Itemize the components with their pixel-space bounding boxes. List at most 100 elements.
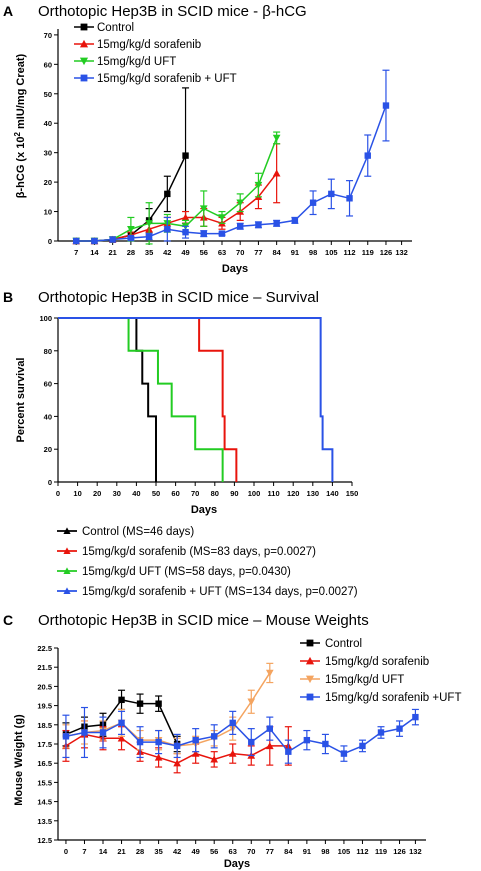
legend-label: Control — [325, 638, 362, 650]
panel-a-point — [272, 134, 281, 142]
panel-b-xlabel: Days — [191, 504, 217, 516]
panel-a-point — [200, 230, 207, 237]
panel-a-x-tick-label: 21 — [108, 248, 116, 257]
panel-c-point — [285, 748, 292, 755]
legend-marker — [80, 74, 88, 82]
panel-a-x-tick-label: 91 — [291, 248, 299, 257]
panel-c-point — [154, 753, 163, 761]
panel-a-point — [127, 226, 135, 234]
panel-c-point — [211, 733, 218, 740]
panel-label-a: A — [3, 3, 13, 19]
panel-c-x-tick-label: 49 — [191, 847, 199, 856]
panel-b-x-tick-label: 110 — [268, 489, 280, 498]
panel-a-series-line-3 — [76, 105, 387, 242]
panel-c-x-tick-label: 126 — [393, 847, 406, 856]
panel-a-point — [127, 234, 135, 242]
legend-marker — [305, 675, 315, 684]
panel-a-point — [291, 217, 299, 224]
panel-a-point — [273, 220, 280, 227]
panel-b-x-tick-label: 30 — [113, 489, 121, 498]
legend-marker — [79, 57, 89, 66]
panel-a-x-tick-label: 56 — [200, 248, 208, 257]
panel-a-y-tick-label: 20 — [44, 178, 52, 187]
panel-c-y-tick-label: 13.5 — [37, 817, 52, 826]
legend-label: 15mg/kg/d sorafenib + UFT (MS=134 days, … — [82, 586, 358, 598]
panel-a-x-tick-label: 14 — [90, 248, 99, 257]
panel-a-point — [346, 195, 353, 202]
panel-b-y-tick-label: 40 — [44, 412, 52, 421]
panel-a-legend: Control 15mg/kg/d sorafenib 15mg/kg/d UFT 1… — [74, 22, 237, 85]
panel-c-x-tick-label: 7 — [82, 847, 86, 856]
panel-b-ylabel: Percent survival — [15, 358, 27, 443]
panel-b-y-tick-label: 0 — [48, 478, 52, 487]
panel-c-point — [340, 750, 348, 757]
panel-c-point — [155, 700, 162, 707]
legend-marker — [63, 547, 71, 554]
panel-a-x-tick-label: 28 — [127, 248, 135, 257]
panel-a-y-tick-label: 60 — [44, 60, 52, 69]
panel-a-x-tick-label: 126 — [380, 248, 393, 257]
panel-c-point — [136, 700, 144, 707]
panel-a-x-tick-label: 49 — [181, 248, 189, 257]
panel-c-ylabel: Mouse Weight (g) — [13, 714, 25, 806]
panel-c-series-line-2 — [65, 672, 271, 747]
panel-a-point — [272, 169, 281, 177]
panel-a-point — [328, 190, 335, 198]
panel-c-y-tick-label: 16.5 — [37, 759, 52, 768]
panel-a-x-tick-label: 7 — [74, 248, 78, 257]
panel-a-x-tick-label: 105 — [325, 248, 338, 257]
panel-a-point — [255, 221, 262, 229]
panel-c-point — [377, 729, 385, 736]
panel-c-point — [210, 755, 219, 763]
panel-c-x-tick-label: 77 — [266, 847, 274, 856]
panel-c-x-tick-label: 84 — [284, 847, 293, 856]
panel-c-point — [265, 669, 274, 677]
panel-a-x-tick-label: 84 — [272, 248, 281, 257]
panel-b-y-tick-label: 100 — [39, 314, 52, 323]
panel-c-y-tick-label: 18.5 — [37, 721, 52, 730]
panel-b-x-tick-label: 90 — [230, 489, 238, 498]
panel-c-x-tick-label: 63 — [229, 847, 237, 856]
panel-a-point — [254, 181, 263, 189]
panel-a-point — [236, 199, 245, 207]
legend-marker — [80, 23, 88, 31]
panel-c-legend: Control 15mg/kg/d sorafenib 15mg/kg/d UFT 1… — [300, 638, 461, 704]
panel-c-point — [248, 738, 255, 746]
panel-a-plot: 0 10 20 30 40 50 60 70 7 14 21 28 35 42 49 56 63 70 77 84 91… — [44, 29, 412, 257]
panel-b-x-tick-label: 150 — [346, 489, 359, 498]
panel-c-y-tick-label: 12.5 — [37, 836, 52, 845]
panel-b: B Orthotopic Hep3B in SCID mice – Surviv… — [3, 289, 358, 598]
panel-b-legend: Control (MS=46 days) 15mg/kg/d sorafenib … — [57, 526, 358, 598]
panel-c-y-tick-label: 19.5 — [37, 702, 52, 711]
panel-c-point — [359, 742, 366, 750]
panel-a-x-tick-label: 35 — [145, 248, 153, 257]
panel-a-point — [382, 102, 390, 109]
panel-a-title: Orthotopic Hep3B in SCID mice - β-hCG — [38, 3, 307, 20]
panel-c-y-tick-label: 14.5 — [37, 798, 52, 807]
panel-a-point — [364, 152, 371, 159]
panel-c-point — [81, 729, 88, 736]
panel-a-x-tick-label: 77 — [254, 248, 262, 257]
panel-b-x-tick-label: 80 — [211, 489, 219, 498]
panel-b-x-tick-label: 130 — [307, 489, 320, 498]
panel-c-point — [173, 759, 181, 767]
panel-b-series-line-2 — [58, 317, 224, 482]
panel-b-series-line-0 — [58, 317, 157, 482]
panel-a-point — [181, 213, 190, 221]
panel-a-x-tick-label: 70 — [236, 248, 244, 257]
panel-a-x-tick-label: 112 — [343, 248, 355, 257]
panel-c-x-tick-label: 91 — [303, 847, 311, 856]
panel-c-x-tick-label: 35 — [154, 847, 162, 856]
panel-c-y-tick-label: 17.5 — [37, 740, 52, 749]
panel-a-point — [182, 228, 189, 236]
panel-a-point — [145, 220, 153, 228]
panel-a-point — [182, 152, 189, 159]
panel-c-title: Orthotopic Hep3B in SCID mice – Mouse We… — [38, 612, 369, 629]
panel-c-y-tick-label: 22.5 — [37, 644, 52, 653]
panel-c-point — [62, 733, 70, 740]
panel-c-point — [192, 736, 199, 744]
panel-c-x-tick-label: 105 — [338, 847, 351, 856]
panel-c-x-tick-label: 28 — [136, 847, 144, 856]
legend-marker — [63, 527, 71, 534]
